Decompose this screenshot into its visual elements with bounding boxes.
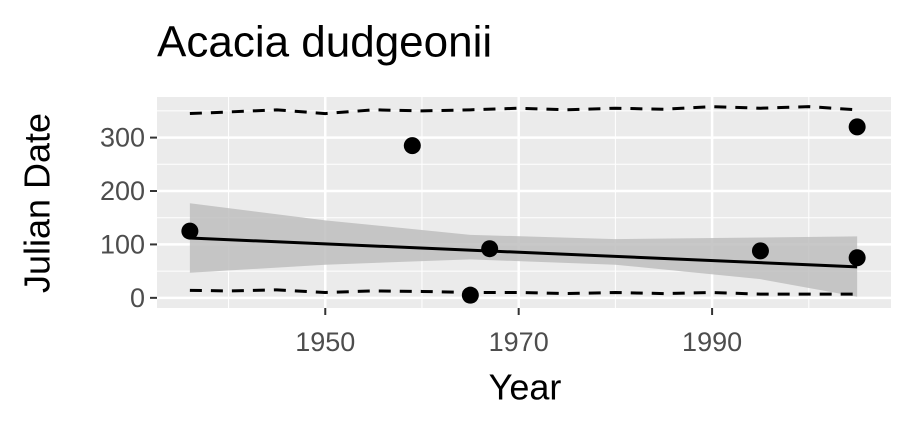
x-tick-label: 1970 xyxy=(489,327,549,357)
chart-title: Acacia dudgeonii xyxy=(157,18,492,67)
point xyxy=(461,286,479,304)
y-tick-label: 300 xyxy=(100,123,145,153)
point xyxy=(181,222,199,240)
x-tick-label: 1950 xyxy=(295,327,355,357)
y-tick-label: 200 xyxy=(100,176,145,206)
x-axis-title: Year xyxy=(489,367,562,408)
x-tick-label: 1990 xyxy=(682,327,742,357)
point xyxy=(481,240,499,258)
fit-line xyxy=(189,236,858,269)
point xyxy=(751,242,769,260)
y-tick-label: 100 xyxy=(100,230,145,260)
bound-line xyxy=(189,288,858,296)
bound-line xyxy=(189,105,858,116)
y-axis-title: Julian Date xyxy=(17,113,58,293)
point xyxy=(403,137,421,155)
point xyxy=(848,249,866,267)
point xyxy=(848,118,866,136)
confidence-band xyxy=(189,203,858,297)
y-tick-label: 0 xyxy=(130,283,145,313)
